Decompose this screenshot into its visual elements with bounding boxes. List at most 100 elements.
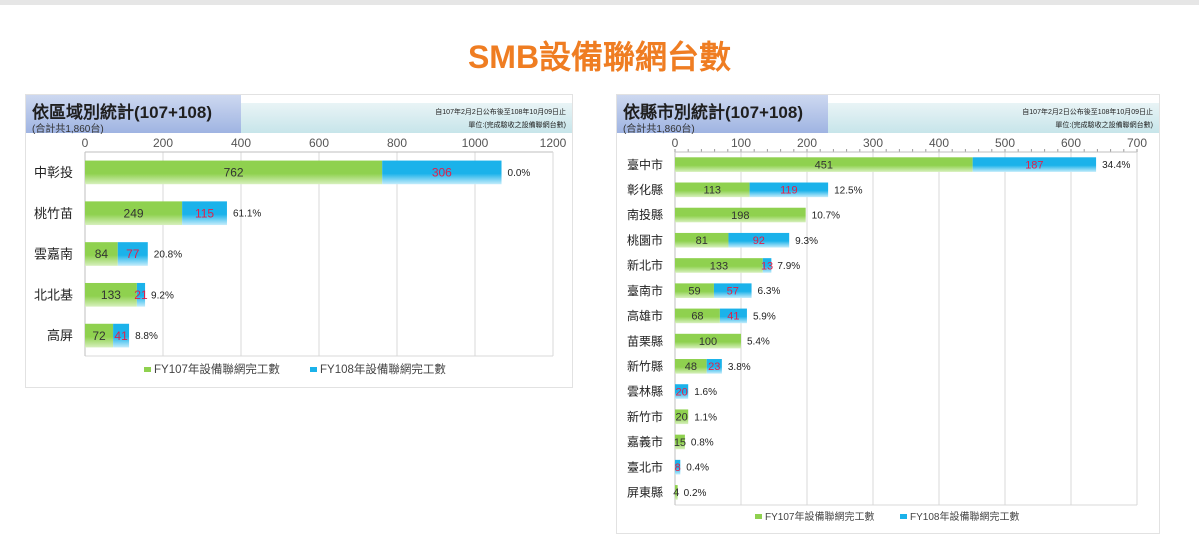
growth-label: 6.3% [758, 286, 781, 297]
data-label-fy107: 15 [674, 437, 686, 449]
category-label: 中彰投 [34, 165, 73, 180]
data-label-fy108: 306 [432, 166, 452, 180]
data-label-fy108: 115 [195, 206, 214, 220]
data-label-fy107: 72 [92, 329, 106, 343]
data-label-fy107: 113 [704, 185, 722, 197]
category-label: 彰化縣 [627, 182, 663, 197]
bar-fy108 [382, 160, 502, 185]
legend-label: FY108年設備聯網完工數 [320, 362, 446, 376]
data-label-fy108: 41 [727, 311, 739, 323]
data-label-fy107: 133 [101, 288, 121, 302]
category-label: 新北市 [627, 258, 663, 273]
x-tick-label: 0 [672, 136, 679, 150]
panel-subtitle: (合計共1,860台) [32, 124, 104, 135]
growth-label: 20.8% [154, 250, 182, 261]
growth-label: 3.8% [728, 362, 751, 373]
bar-fy108 [719, 308, 747, 324]
category-label: 桃竹苗 [34, 206, 73, 221]
date-range-note: 自107年2月2日公布後至108年10月09日止 [435, 109, 566, 116]
data-label-fy108: 13 [761, 260, 773, 272]
bar-fy107 [675, 283, 714, 298]
bar-fy107 [85, 282, 137, 307]
growth-label: 5.4% [747, 337, 770, 348]
bar-fy107 [675, 333, 741, 349]
category-label: 南投縣 [627, 207, 663, 222]
bar-fy107 [675, 359, 707, 374]
x-tick-label: 1000 [462, 136, 489, 150]
data-label-fy108: 20 [675, 386, 687, 398]
panel-header: 依縣市別統計(107+108) (合計共1,860台) [617, 95, 828, 135]
x-tick-label: 400 [929, 136, 949, 150]
growth-label: 34.4% [1102, 160, 1130, 171]
data-label-fy107: 81 [696, 235, 708, 247]
legend-swatch [755, 514, 762, 519]
data-label-fy107: 100 [699, 336, 717, 348]
region-bar-chart: 0 200 400 600 800 1000 1200 中彰投 762 306 0.0% 桃竹苗 249… [34, 136, 567, 376]
bar-fy107 [675, 308, 720, 324]
data-label-fy108: 187 [1025, 159, 1043, 171]
bar-fy107 [675, 232, 729, 248]
bar-fy108 [675, 459, 681, 475]
legend-swatch [310, 367, 317, 372]
bar-fy108 [762, 258, 772, 273]
legend-swatch [144, 367, 151, 372]
growth-label: 1.1% [694, 412, 717, 423]
category-label: 新竹市 [627, 409, 663, 424]
growth-label: 0.4% [686, 463, 709, 474]
category-label: 臺南市 [627, 283, 663, 298]
data-label-fy108: 92 [753, 235, 765, 247]
data-label-fy107: 68 [691, 311, 703, 323]
panel-title: 依縣市別統計(107+108) [623, 103, 803, 122]
category-label: 臺北市 [627, 459, 663, 474]
bar-fy107 [85, 323, 114, 348]
page-title: SMB設備聯網台數 [467, 39, 732, 75]
data-label-fy107: 762 [224, 166, 244, 180]
x-tick-label: 600 [1061, 136, 1081, 150]
growth-label: 10.7% [812, 211, 840, 222]
growth-label: 8.8% [135, 331, 158, 342]
legend-label: FY107年設備聯網完工數 [154, 362, 280, 376]
bar-fy107 [85, 160, 383, 185]
data-label-fy107: 4 [673, 487, 679, 499]
bar-fy108 [136, 282, 146, 307]
growth-label: 5.9% [753, 311, 776, 322]
bar-fy107 [675, 157, 973, 172]
data-label-fy108: 21 [134, 288, 148, 302]
legend-swatch [900, 514, 907, 519]
data-label-fy107: 59 [688, 286, 700, 298]
x-tick-label: 100 [731, 136, 751, 150]
x-tick-label: 800 [387, 136, 407, 150]
bar-fy108 [113, 323, 130, 348]
data-label-fy108: 8 [675, 462, 681, 474]
category-label: 北北基 [34, 287, 73, 302]
bar-fy108 [117, 242, 148, 266]
category-label: 高屏 [47, 328, 73, 343]
growth-label: 1.6% [694, 387, 717, 398]
city-bar-chart: 0 100 200 300 400 500 600 700 臺中市 451 187 34.4% 彰化縣 1… [627, 136, 1147, 523]
top-bar [0, 0, 1199, 5]
bar-fy107 [675, 207, 806, 223]
data-label-fy107: 84 [95, 247, 109, 261]
panel-header: 依區域別統計(107+108) (合計共1,860台) [26, 95, 241, 135]
category-label: 雲嘉南 [34, 247, 73, 262]
category-label: 苗栗縣 [627, 334, 663, 348]
note-banner [233, 103, 572, 133]
panel-title: 依區域別統計(107+108) [32, 103, 212, 122]
data-label-fy107: 20 [675, 412, 687, 424]
growth-label: 0.8% [691, 437, 714, 448]
x-tick-label: 500 [995, 136, 1015, 150]
data-label-fy107: 198 [731, 210, 749, 222]
x-tick-label: 1200 [540, 136, 567, 150]
bar-fy107 [675, 409, 689, 425]
category-label: 臺中市 [627, 157, 663, 172]
data-label-fy108: 23 [708, 361, 720, 373]
bar-fy107 [85, 201, 183, 226]
category-label: 屏東縣 [627, 486, 663, 500]
category-label: 雲林縣 [627, 385, 663, 399]
bar-fy107 [675, 258, 763, 273]
growth-label: 0.2% [684, 488, 707, 499]
note-banner [824, 103, 1159, 133]
bar-fy108 [972, 157, 1097, 172]
data-label-fy108: 77 [126, 247, 140, 261]
category-label: 高雄市 [627, 308, 663, 323]
